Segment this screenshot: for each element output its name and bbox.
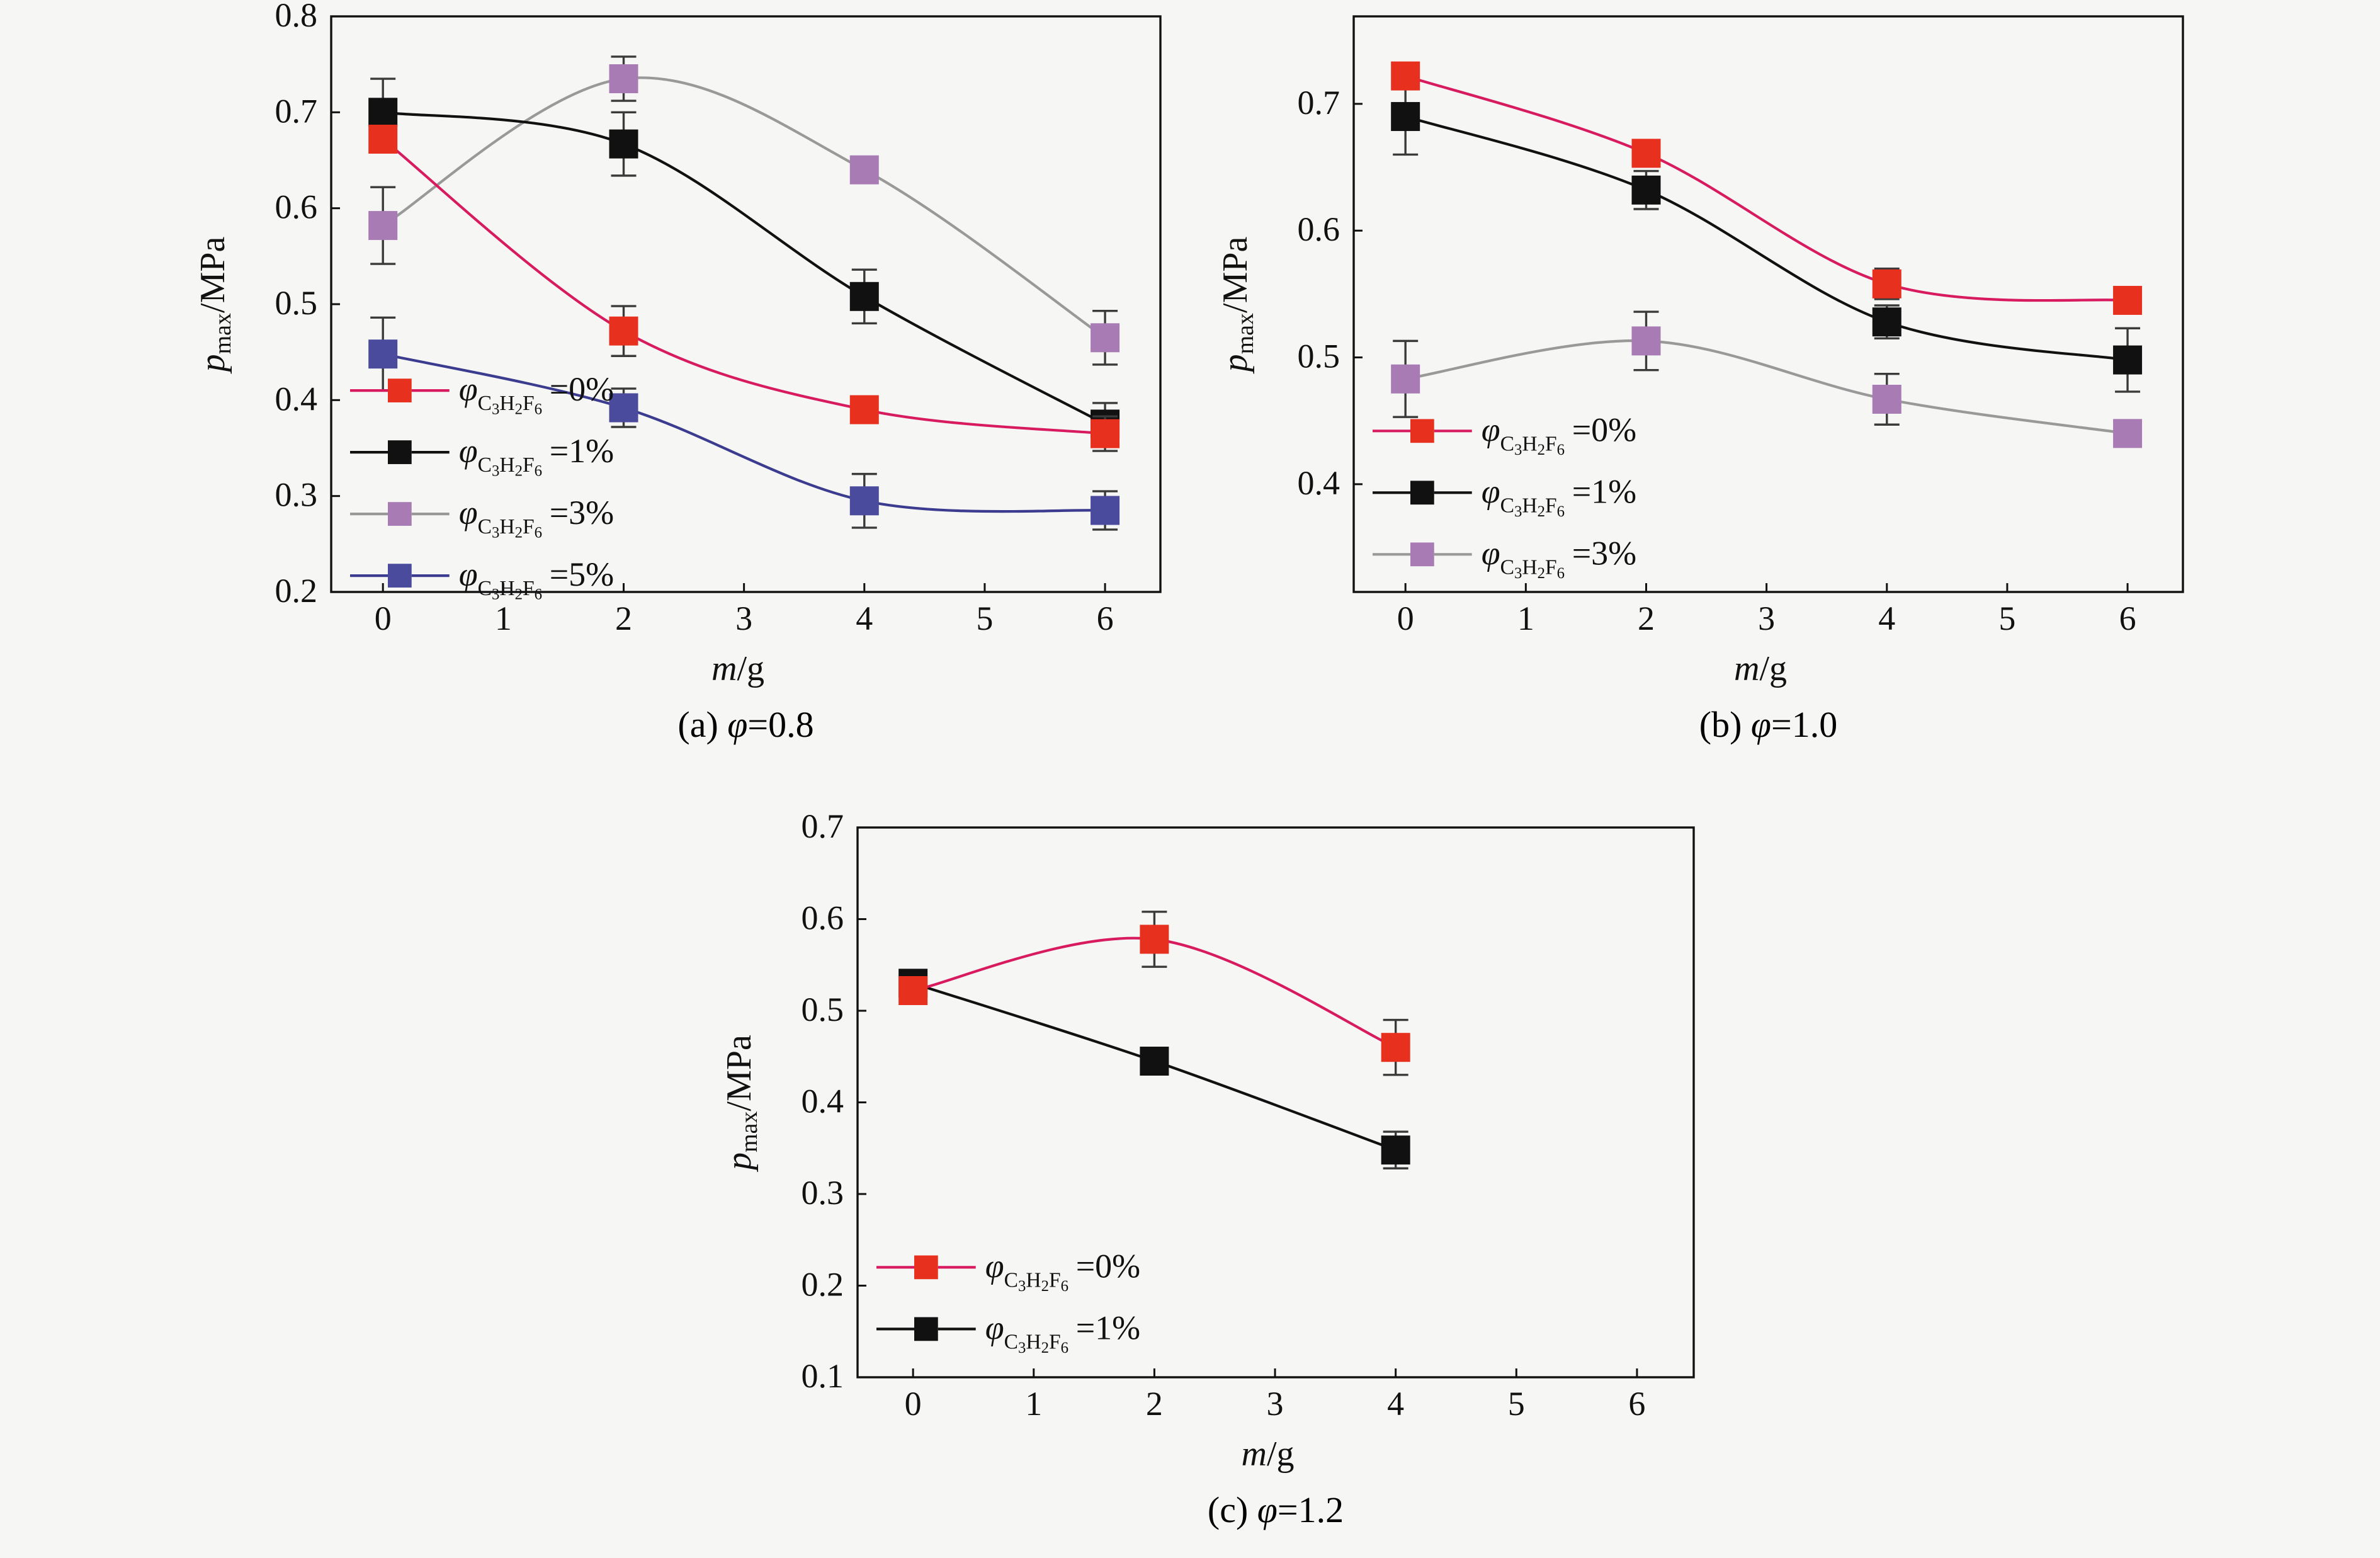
svg-text:=3%: =3% [550,494,614,532]
svg-text:6: 6 [1097,600,1114,637]
svg-text:=1%: =1% [1572,472,1636,510]
svg-text:2: 2 [615,600,632,637]
svg-text:3: 3 [735,600,752,637]
svg-text:5: 5 [976,600,993,637]
svg-text:0.2: 0.2 [275,572,318,610]
svg-text:(c) φ=1.2: (c) φ=1.2 [1208,1489,1344,1530]
svg-text:0.3: 0.3 [275,476,318,514]
svg-text:/g: /g [737,649,765,688]
svg-text:0.5: 0.5 [1298,338,1340,375]
svg-text:4: 4 [856,600,873,637]
svg-text:0.5: 0.5 [802,991,844,1028]
svg-text:=3%: =3% [1572,534,1636,572]
svg-text:0.4: 0.4 [802,1083,844,1120]
svg-text:0.7: 0.7 [1298,84,1340,122]
svg-text:5: 5 [1998,600,2015,637]
svg-text:m: m [711,649,737,688]
svg-text:m: m [1734,649,1759,688]
svg-text:0.6: 0.6 [275,188,318,226]
svg-text:0.8: 0.8 [275,0,318,34]
svg-text:0: 0 [375,600,392,637]
svg-text:3: 3 [1267,1385,1284,1423]
svg-text:4: 4 [1387,1385,1404,1423]
svg-text:0: 0 [1397,600,1414,637]
svg-text:0.1: 0.1 [802,1357,844,1395]
svg-text:=0%: =0% [1076,1247,1140,1285]
svg-text:0.5: 0.5 [275,284,318,322]
svg-text:1: 1 [1025,1385,1042,1423]
svg-text:/g: /g [1760,649,1788,688]
svg-text:0.4: 0.4 [1298,464,1340,502]
svg-text:(a) φ=0.8: (a) φ=0.8 [677,704,813,745]
svg-text:=0%: =0% [1572,411,1636,448]
svg-text:4: 4 [1878,600,1895,637]
svg-text:3: 3 [1758,600,1775,637]
svg-text:0.6: 0.6 [802,899,844,937]
svg-text:6: 6 [1628,1385,1645,1423]
svg-text:6: 6 [2119,600,2136,637]
svg-text:0.2: 0.2 [802,1266,844,1304]
svg-text:=5%: =5% [550,555,614,593]
svg-text:1: 1 [1517,600,1534,637]
svg-text:=1%: =1% [1076,1309,1140,1346]
svg-text:/g: /g [1267,1435,1295,1474]
svg-text:2: 2 [1638,600,1655,637]
svg-text:5: 5 [1508,1385,1525,1423]
svg-text:2: 2 [1146,1385,1163,1423]
svg-text:0.6: 0.6 [1298,210,1340,248]
svg-text:0.7: 0.7 [275,92,318,130]
svg-text:m: m [1242,1435,1267,1474]
svg-text:0.7: 0.7 [802,807,844,845]
svg-text:=0%: =0% [550,370,614,408]
svg-text:0.3: 0.3 [802,1174,844,1212]
svg-text:0.4: 0.4 [275,380,318,418]
svg-text:(b) φ=1.0: (b) φ=1.0 [1699,704,1837,745]
svg-text:0: 0 [905,1385,922,1423]
svg-text:1: 1 [495,600,512,637]
svg-text:=1%: =1% [550,432,614,470]
